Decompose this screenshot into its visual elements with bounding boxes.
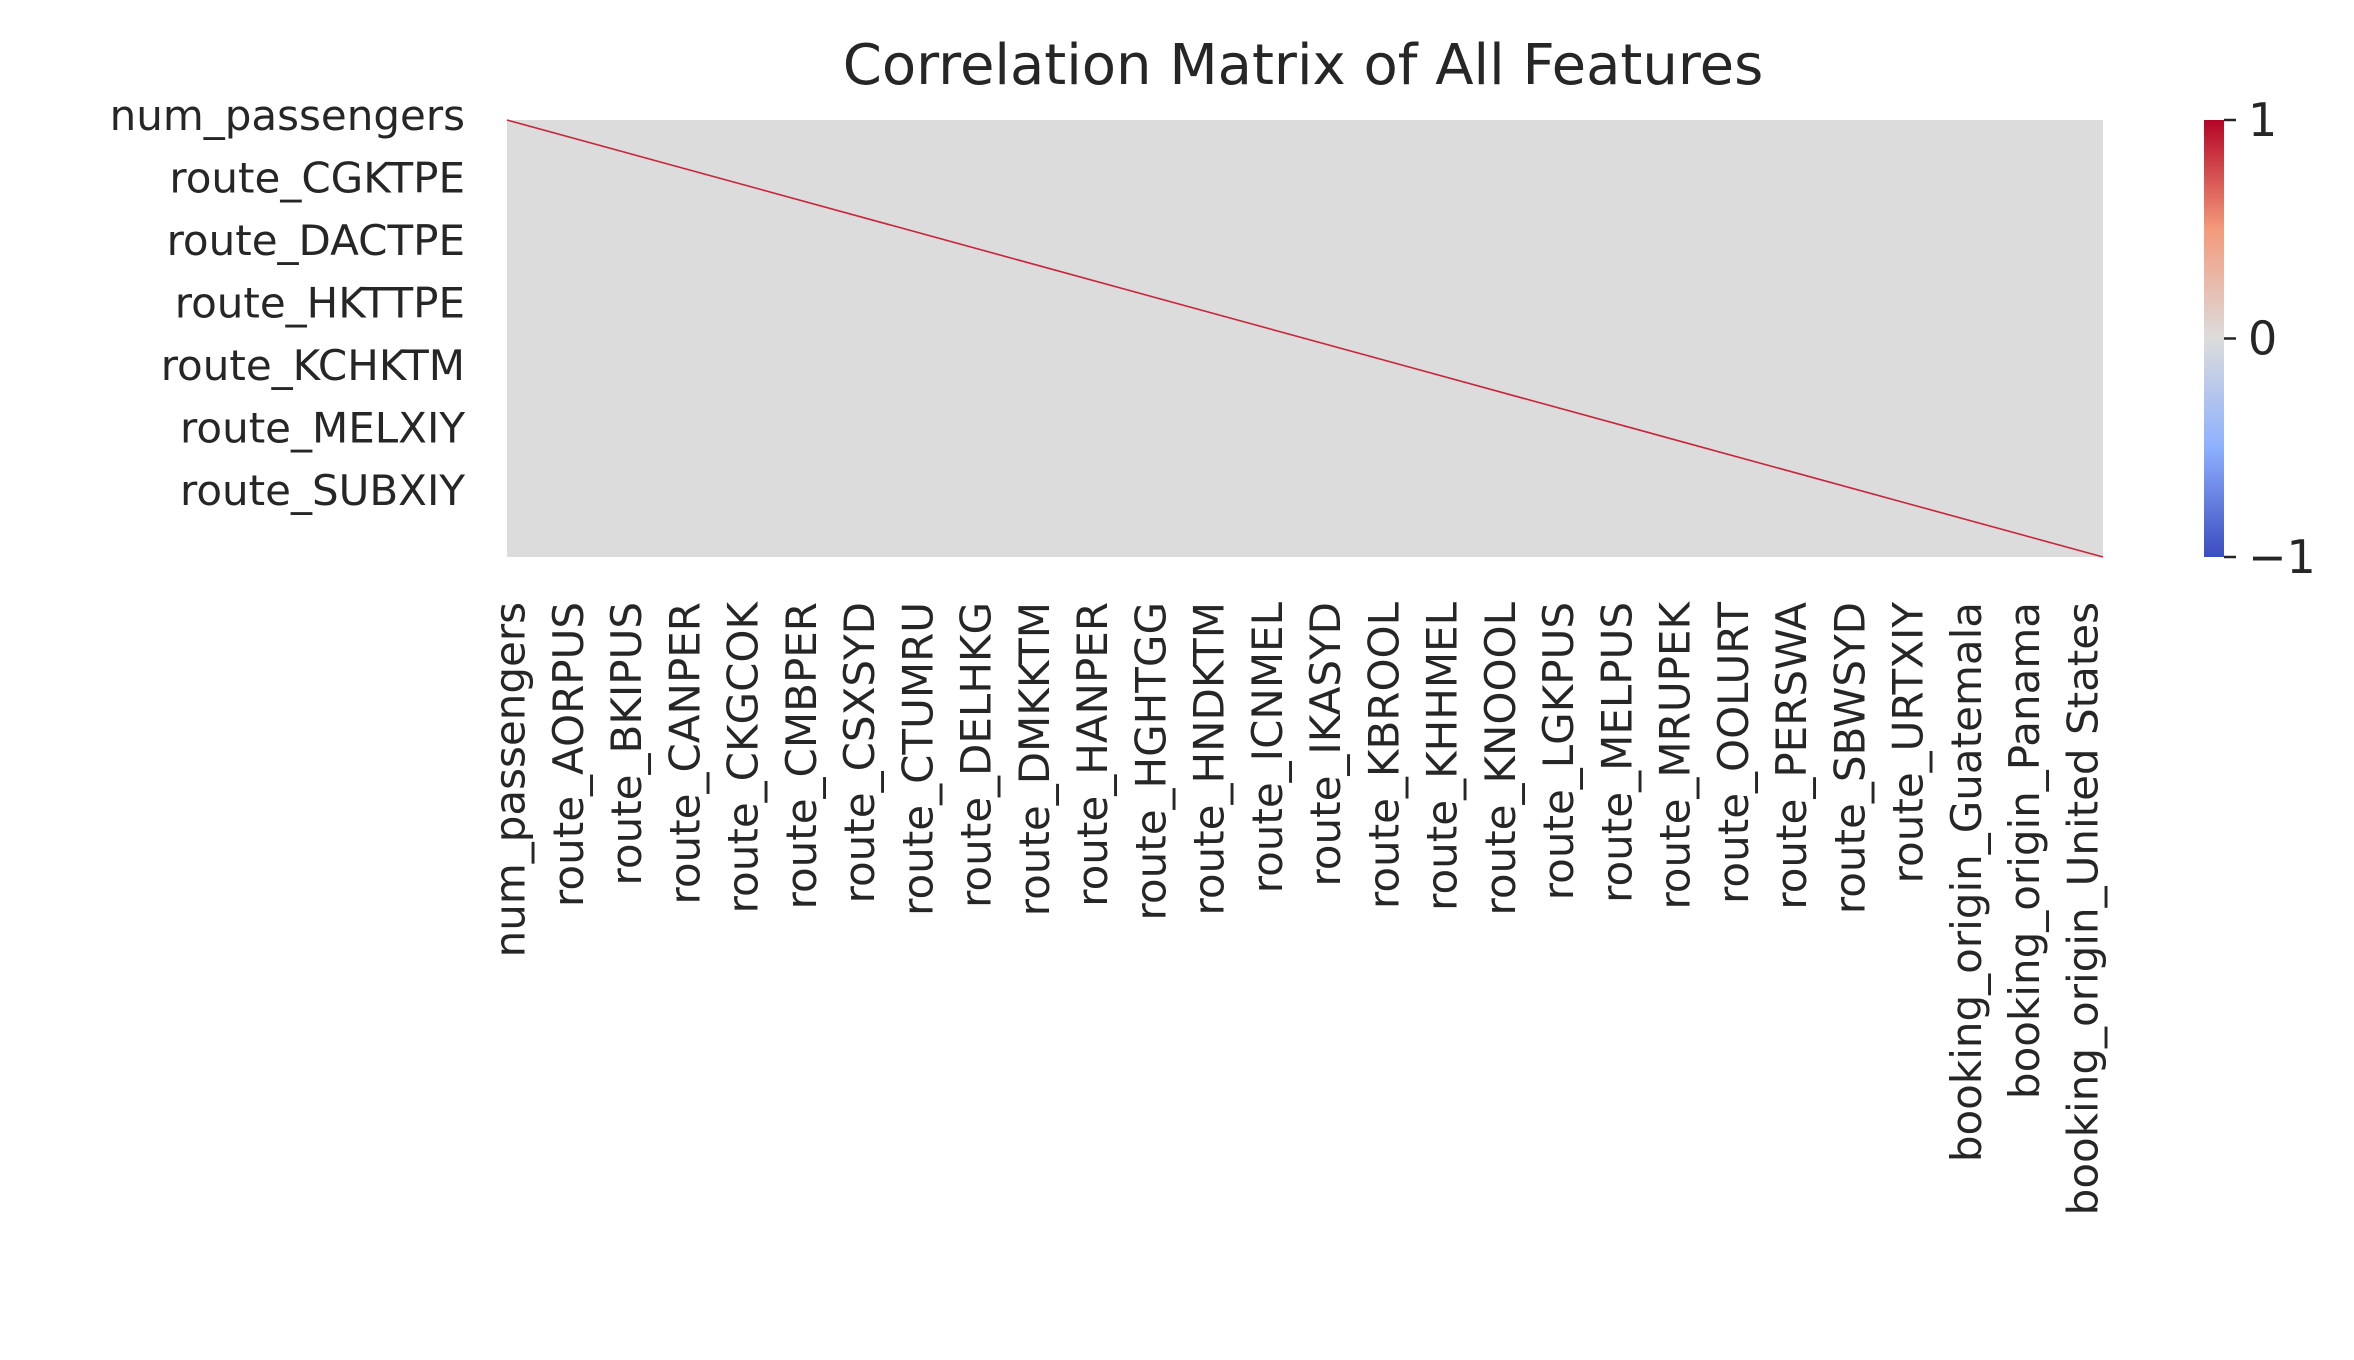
row-tick-label: num_passengers: [110, 91, 465, 140]
column-tick-label: booking_origin_United States: [2059, 602, 2108, 1215]
column-tick-label: route_CTUMRU: [893, 602, 942, 916]
column-tick-label: route_KHHMEL: [1418, 601, 1467, 910]
column-labels: num_passengers route_AORPUS route_BKIPUS ro…: [486, 601, 2108, 1216]
column-tick-label: route_KNOOOL: [1476, 601, 1525, 915]
column-tick-label: route_ICNMEL: [1243, 601, 1292, 893]
heatmap-area: [506, 119, 2104, 558]
column-tick-label: num_passengers: [486, 602, 535, 957]
column-tick-label: route_SBWSYD: [1826, 602, 1875, 914]
row-tick-label: route_KCHKTM: [161, 341, 465, 390]
column-tick-label: route_BKIPUS: [602, 602, 651, 885]
column-tick-label: route_CMBPER: [777, 602, 826, 909]
row-labels: num_passengers route_CGKTPE route_DACTPEro…: [110, 91, 466, 515]
heatmap-diagonal: [506, 119, 2104, 558]
column-tick-label: route_DELHKG: [952, 602, 1001, 908]
column-tick-label: route_CKGCOK: [719, 601, 768, 914]
column-tick-label: route_LGKPUS: [1534, 602, 1583, 900]
row-tick-label: route_HKTTPE: [175, 279, 465, 328]
column-tick-label: route_IKASYD: [1301, 602, 1350, 887]
colorbar-tick-label: 0: [2248, 312, 2277, 366]
column-tick-label: booking_origin_Guatemala: [1942, 602, 1991, 1162]
column-tick-label: route_MRUPEK: [1651, 601, 1700, 910]
column-tick-label: route_PERSWA: [1767, 602, 1816, 910]
column-tick-label: booking_origin_Panama: [2000, 602, 2049, 1099]
row-tick-label: route_DACTPE: [167, 216, 465, 265]
column-tick-label: route_URTXIY: [1884, 602, 1933, 884]
row-tick-label: route_CGKTPE: [169, 154, 465, 203]
column-tick-label: route_KBROOL: [1359, 601, 1408, 909]
column-tick-label: route_AORPUS: [544, 602, 593, 907]
column-tick-label: route_HANPER: [1068, 602, 1117, 907]
colorbar-tick-label: 1: [2248, 93, 2277, 147]
column-tick-label: route_CANPER: [660, 602, 709, 905]
chart-title: Correlation Matrix of All Features: [843, 33, 1764, 98]
column-tick-label: route_HGHTGG: [1126, 602, 1175, 920]
column-tick-label: route_HNDKTM: [1185, 602, 1234, 915]
column-tick-label: route_OOLURT: [1709, 602, 1758, 904]
colorbar-tick-label: −1: [2248, 530, 2316, 584]
row-tick-label: route_SUBXIY: [180, 466, 465, 515]
column-tick-label: route_MELPUS: [1592, 602, 1641, 903]
row-tick-label: route_MELXIY: [180, 404, 465, 453]
colorbar: 1 0 −1: [2204, 93, 2316, 584]
column-tick-label: route_CSXSYD: [835, 602, 884, 903]
colorbar-gradient: [2204, 120, 2224, 557]
column-tick-label: route_DMKKTM: [1010, 602, 1059, 916]
